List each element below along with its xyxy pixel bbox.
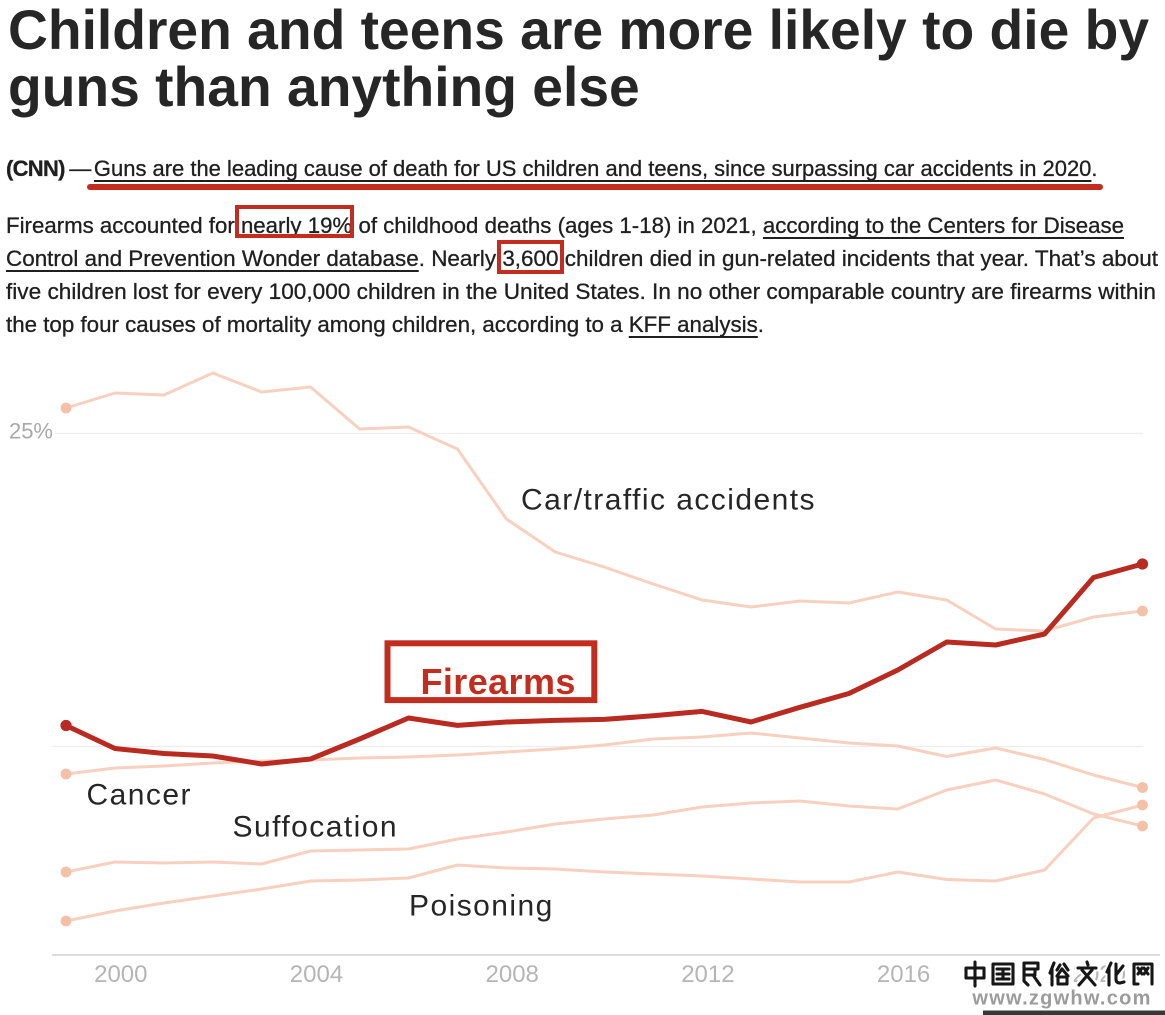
svg-text:2008: 2008 bbox=[486, 961, 539, 988]
svg-text:25%: 25% bbox=[9, 419, 53, 444]
svg-text:2000: 2000 bbox=[94, 961, 147, 988]
svg-text:2004: 2004 bbox=[290, 961, 343, 988]
svg-text:Firearms: Firearms bbox=[421, 661, 576, 702]
svg-text:Cancer: Cancer bbox=[87, 779, 192, 812]
svg-text:www.zgwhw.com: www.zgwhw.com bbox=[971, 988, 1151, 1010]
svg-text:Poisoning: Poisoning bbox=[409, 890, 554, 923]
svg-text:2012: 2012 bbox=[681, 961, 734, 988]
svg-text:Suffocation: Suffocation bbox=[233, 810, 399, 843]
svg-text:Car/traffic accidents: Car/traffic accidents bbox=[521, 484, 816, 517]
svg-text:2016: 2016 bbox=[877, 961, 930, 988]
